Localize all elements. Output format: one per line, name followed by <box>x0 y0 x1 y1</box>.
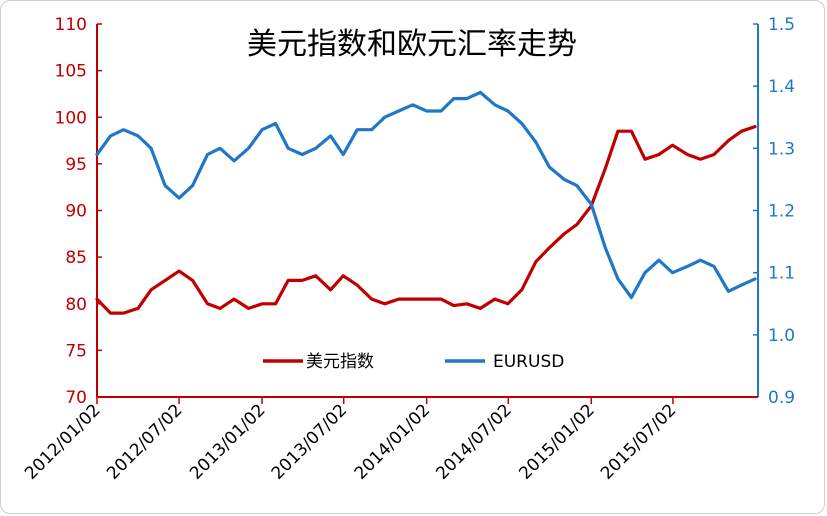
right-tick-label: 1.3 <box>768 139 795 159</box>
left-tick-label: 110 <box>55 15 87 35</box>
left-tick-label: 85 <box>65 248 87 268</box>
usd-index-series-line <box>95 124 757 315</box>
left-tick-label: 75 <box>65 341 87 361</box>
left-tick-label: 100 <box>55 108 87 128</box>
x-tick-label: 2013/07/02 <box>268 400 351 483</box>
x-tick-label: 2013/01/02 <box>186 400 269 483</box>
x-tick-label: 2015/01/02 <box>515 400 598 483</box>
left-tick-label: 90 <box>65 202 87 222</box>
x-tick-label: 2012/01/02 <box>21 400 104 483</box>
legend-label: 美元指数 <box>306 352 374 372</box>
right-tick-label: 1.2 <box>768 202 795 222</box>
left-tick-label: 80 <box>65 295 87 315</box>
legend-label: EURUSD <box>493 352 564 372</box>
right-tick-label: 1.4 <box>768 77 795 97</box>
right-tick-label: 1.5 <box>768 15 795 35</box>
right-tick-label: 1.0 <box>768 326 795 346</box>
x-tick-label: 2015/07/02 <box>597 400 680 483</box>
legend: 美元指数 EURUSD <box>263 352 564 372</box>
x-tick-label: 2014/07/02 <box>432 400 515 483</box>
x-tick-label: 2014/01/02 <box>351 400 434 483</box>
right-tick-label: 1.1 <box>768 264 795 284</box>
left-tick-label: 70 <box>65 388 87 408</box>
right-tick-label: 0.9 <box>768 388 795 408</box>
left-tick-label: 105 <box>55 62 87 82</box>
series-layer <box>95 90 757 315</box>
chart-title: 美元指数和欧元汇率走势 <box>247 27 577 62</box>
axes: 70 75 80 85 90 95 100 105 110 0.9 1.0 1.1 1.2 1.3 1.4 1… <box>21 15 795 484</box>
x-tick-label: 2012/07/02 <box>103 400 186 483</box>
eurusd-series-line <box>95 90 757 300</box>
left-tick-label: 95 <box>65 155 87 175</box>
